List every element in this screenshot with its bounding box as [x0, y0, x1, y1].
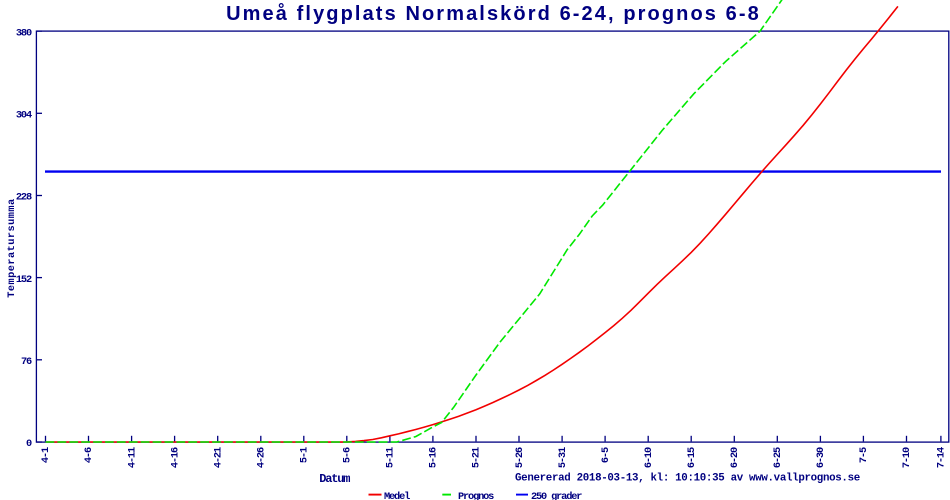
- svg-text:5-21: 5-21: [471, 447, 483, 468]
- svg-text:0: 0: [26, 438, 32, 450]
- svg-text:4-1: 4-1: [40, 447, 52, 463]
- svg-text:6-15: 6-15: [686, 447, 698, 468]
- svg-text:5-1: 5-1: [299, 447, 311, 463]
- svg-text:304: 304: [16, 110, 32, 122]
- svg-text:Datum: Datum: [319, 472, 350, 486]
- svg-text:6-30: 6-30: [815, 447, 827, 468]
- svg-text:6-25: 6-25: [772, 447, 784, 468]
- svg-text:Temperatursumma: Temperatursumma: [6, 198, 18, 297]
- svg-text:76: 76: [21, 356, 32, 368]
- svg-text:152: 152: [16, 274, 32, 286]
- svg-text:7-5: 7-5: [858, 447, 870, 463]
- svg-text:4-26: 4-26: [255, 447, 267, 468]
- svg-text:5-31: 5-31: [557, 447, 569, 468]
- svg-text:6-5: 6-5: [600, 447, 612, 463]
- svg-text:4-11: 4-11: [126, 447, 138, 468]
- svg-text:228: 228: [16, 192, 32, 204]
- svg-text:6-20: 6-20: [729, 447, 741, 468]
- svg-text:Medel: Medel: [384, 491, 410, 500]
- svg-text:4-16: 4-16: [169, 447, 181, 468]
- svg-text:7-14: 7-14: [936, 447, 948, 468]
- svg-text:5-11: 5-11: [385, 447, 397, 468]
- svg-text:7-10: 7-10: [901, 447, 913, 468]
- svg-text:250 grader: 250 grader: [531, 491, 582, 500]
- svg-text:380: 380: [16, 27, 32, 39]
- svg-text:4-21: 4-21: [212, 447, 224, 468]
- svg-text:5-6: 5-6: [342, 447, 354, 463]
- svg-text:Genererad 2018-03-13, kl: 10:1: Genererad 2018-03-13, kl: 10:10:35 av ww…: [515, 473, 860, 485]
- svg-text:5-26: 5-26: [514, 447, 526, 468]
- svg-text:6-10: 6-10: [643, 447, 655, 468]
- svg-text:5-16: 5-16: [428, 447, 440, 468]
- svg-text:4-6: 4-6: [83, 447, 95, 463]
- svg-text:Prognos: Prognos: [458, 491, 494, 500]
